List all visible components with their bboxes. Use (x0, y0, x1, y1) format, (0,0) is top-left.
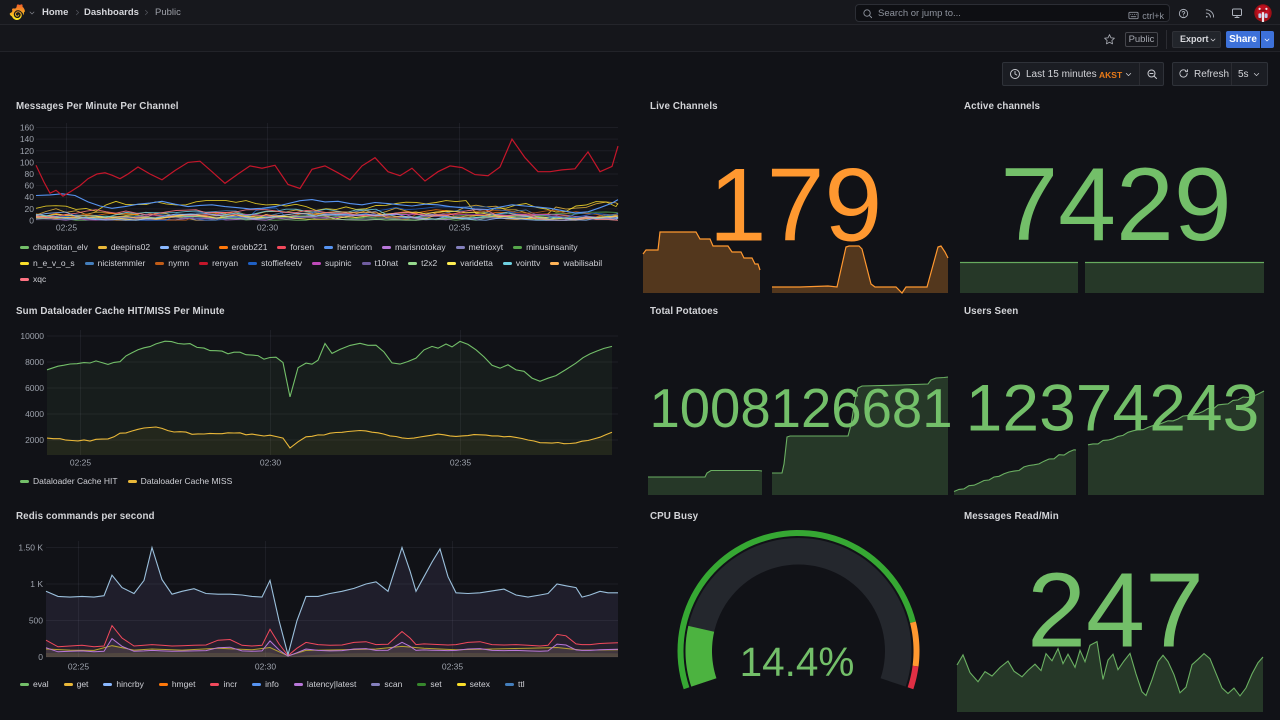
svg-text:02:35: 02:35 (449, 223, 471, 233)
svg-text:4000: 4000 (25, 409, 44, 419)
svg-text:02:30: 02:30 (255, 662, 277, 672)
svg-text:0: 0 (38, 652, 43, 662)
svg-text:160: 160 (20, 123, 34, 133)
svg-text:7429: 7429 (1000, 147, 1231, 263)
svg-text:02:30: 02:30 (260, 458, 282, 468)
svg-text:14.4%: 14.4% (740, 639, 855, 685)
svg-text:20: 20 (25, 204, 35, 214)
svg-text:1 K: 1 K (30, 579, 43, 589)
svg-text:100: 100 (20, 157, 34, 167)
svg-text:10000: 10000 (20, 331, 44, 341)
svg-text:120: 120 (20, 146, 34, 156)
svg-text:02:35: 02:35 (442, 662, 464, 672)
svg-text:8000: 8000 (25, 357, 44, 367)
svg-text:02:35: 02:35 (450, 458, 472, 468)
svg-text:500: 500 (29, 616, 43, 626)
svg-text:12374243: 12374243 (966, 371, 1260, 445)
svg-text:80: 80 (25, 169, 35, 179)
svg-text:179: 179 (709, 148, 883, 264)
svg-text:0: 0 (29, 216, 34, 226)
svg-text:02:25: 02:25 (68, 662, 90, 672)
svg-text:6000: 6000 (25, 383, 44, 393)
svg-text:140: 140 (20, 134, 34, 144)
svg-text:60: 60 (25, 181, 35, 191)
svg-text:1008126681: 1008126681 (649, 378, 952, 439)
svg-text:02:30: 02:30 (257, 223, 279, 233)
svg-text:02:25: 02:25 (70, 458, 92, 468)
svg-text:02:25: 02:25 (56, 223, 78, 233)
svg-text:2000: 2000 (25, 435, 44, 445)
svg-text:1.50 K: 1.50 K (18, 543, 43, 553)
svg-text:247: 247 (1027, 552, 1204, 670)
svg-text:40: 40 (25, 192, 35, 202)
